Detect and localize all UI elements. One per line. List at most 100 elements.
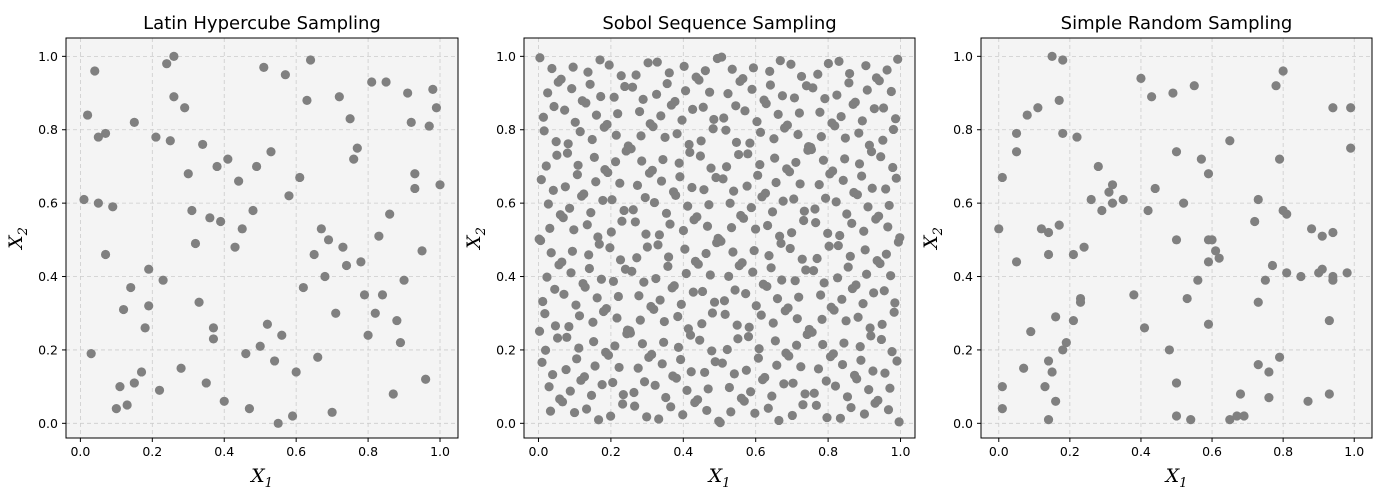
x-tick-label: 1.0 (430, 444, 450, 459)
data-point (823, 228, 833, 238)
data-point (642, 242, 652, 252)
data-point (818, 339, 828, 350)
data-point (115, 382, 125, 392)
data-point (1328, 275, 1338, 285)
data-point (729, 369, 739, 379)
scatter-panel-2: 0.0 0.2 0.4 0.6 0.8 1.0 0.0 0.2 0.4 0.6 0.8 1.0 Sobo… (463, 13, 916, 491)
data-point (574, 343, 584, 353)
data-point (877, 319, 887, 330)
data-point (1193, 275, 1203, 285)
data-point (710, 357, 720, 367)
data-point (1239, 411, 1249, 421)
data-point (640, 192, 650, 203)
data-point (731, 137, 742, 147)
data-point (743, 331, 754, 342)
data-point (129, 117, 139, 128)
data-point (1267, 260, 1278, 271)
data-point (783, 303, 793, 313)
data-point (604, 60, 614, 70)
data-point (726, 407, 736, 417)
data-point (848, 99, 858, 109)
data-point (641, 229, 651, 239)
data-point (628, 205, 638, 215)
data-point (571, 300, 581, 310)
data-point (370, 308, 380, 318)
data-point (1211, 246, 1221, 256)
data-point (208, 334, 219, 344)
data-point (598, 306, 609, 317)
data-point (767, 207, 778, 217)
data-point (581, 404, 592, 414)
data-point (719, 113, 729, 123)
data-point (1164, 345, 1174, 355)
data-point (772, 360, 782, 370)
data-point (663, 252, 674, 262)
data-point (721, 162, 732, 172)
data-point (882, 65, 892, 75)
data-point (638, 94, 648, 104)
data-point (1207, 235, 1217, 245)
data-point (586, 390, 597, 400)
data-point (816, 290, 826, 300)
y-tick-label: 0.4 (496, 269, 516, 284)
data-point (550, 321, 561, 331)
data-point (813, 364, 824, 374)
data-point (700, 66, 710, 76)
x-tick-label: 0.0 (70, 444, 90, 459)
data-point (695, 151, 706, 161)
data-point (607, 195, 617, 205)
data-point (765, 80, 776, 90)
data-point (738, 73, 748, 84)
data-point (697, 286, 708, 297)
data-point (769, 134, 779, 144)
data-point (536, 175, 546, 185)
data-point (295, 172, 305, 183)
data-point (567, 246, 578, 256)
data-point (625, 326, 635, 336)
data-point (874, 76, 884, 86)
data-point (790, 276, 800, 286)
data-point (759, 95, 769, 105)
data-point (686, 367, 696, 377)
data-point (657, 359, 667, 369)
data-point (883, 222, 893, 232)
data-point (585, 79, 595, 89)
data-point (1107, 180, 1118, 190)
data-point (535, 53, 545, 63)
data-point (194, 297, 204, 307)
data-point (662, 78, 672, 89)
data-point (565, 386, 575, 396)
data-point (538, 296, 548, 307)
data-point (323, 235, 334, 245)
data-point (715, 418, 725, 428)
data-point (812, 253, 822, 264)
x-tick-label: 0.8 (1273, 444, 1293, 459)
data-point (1093, 161, 1103, 172)
data-point (842, 209, 852, 219)
data-point (811, 218, 821, 228)
data-point (1214, 253, 1224, 263)
data-point (359, 290, 370, 300)
y-tick-label: 0.8 (953, 122, 973, 137)
data-point (754, 344, 764, 354)
data-point (1203, 169, 1214, 179)
data-point (584, 263, 594, 274)
data-point (756, 310, 766, 320)
data-point (1068, 315, 1079, 326)
data-point (680, 86, 691, 96)
data-point (741, 365, 751, 375)
data-point (618, 399, 628, 409)
data-point (722, 344, 732, 355)
data-point (678, 225, 689, 236)
plot-area (65, 37, 459, 439)
data-point (1264, 393, 1274, 403)
data-point (856, 355, 866, 365)
data-point (1171, 411, 1182, 421)
data-point (610, 341, 620, 351)
data-point (546, 248, 556, 258)
data-point (748, 267, 758, 277)
data-point (1203, 319, 1214, 329)
data-point (541, 161, 551, 171)
data-point (854, 128, 864, 138)
